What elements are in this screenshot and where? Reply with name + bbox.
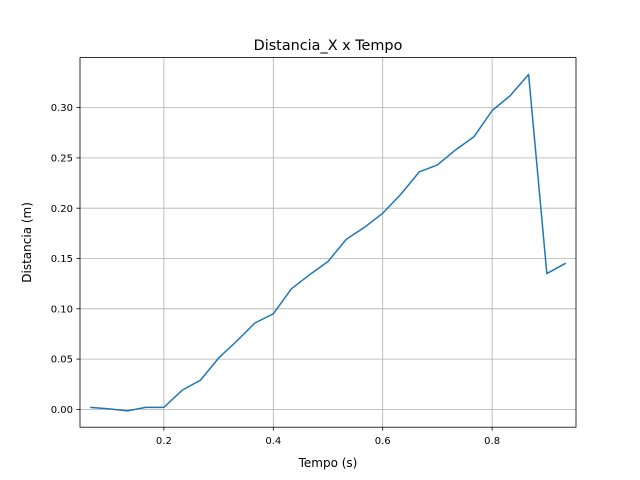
y-tick-label: 0.15 [51,254,73,265]
y-tick-label: 0.10 [51,304,73,315]
y-tick-label: 0.05 [51,355,73,366]
x-tick-label: 0.8 [484,436,500,447]
series-layer [90,73,567,412]
plot-area [80,57,576,428]
x-axis-label: Tempo (s) [298,456,358,470]
y-tick-label: 0.00 [51,405,73,416]
y-tick-label: 0.20 [51,204,73,215]
grid [80,57,576,428]
plot-frame [79,57,577,428]
y-axis-label: Distancia (m) [20,202,34,283]
chart-title: Distancia_X x Tempo [254,38,403,54]
x-tick-label: 0.2 [156,436,172,447]
ticks: 0.2 0.4 0.6 0.8 0.00 0.05 0.10 0.15 0.20 0.25 0.30 [51,103,500,447]
series-line [90,73,567,412]
y-tick-label: 0.30 [51,103,73,114]
y-tick-label: 0.25 [51,153,73,164]
x-tick-label: 0.6 [375,436,391,447]
x-tick-label: 0.4 [265,436,281,447]
